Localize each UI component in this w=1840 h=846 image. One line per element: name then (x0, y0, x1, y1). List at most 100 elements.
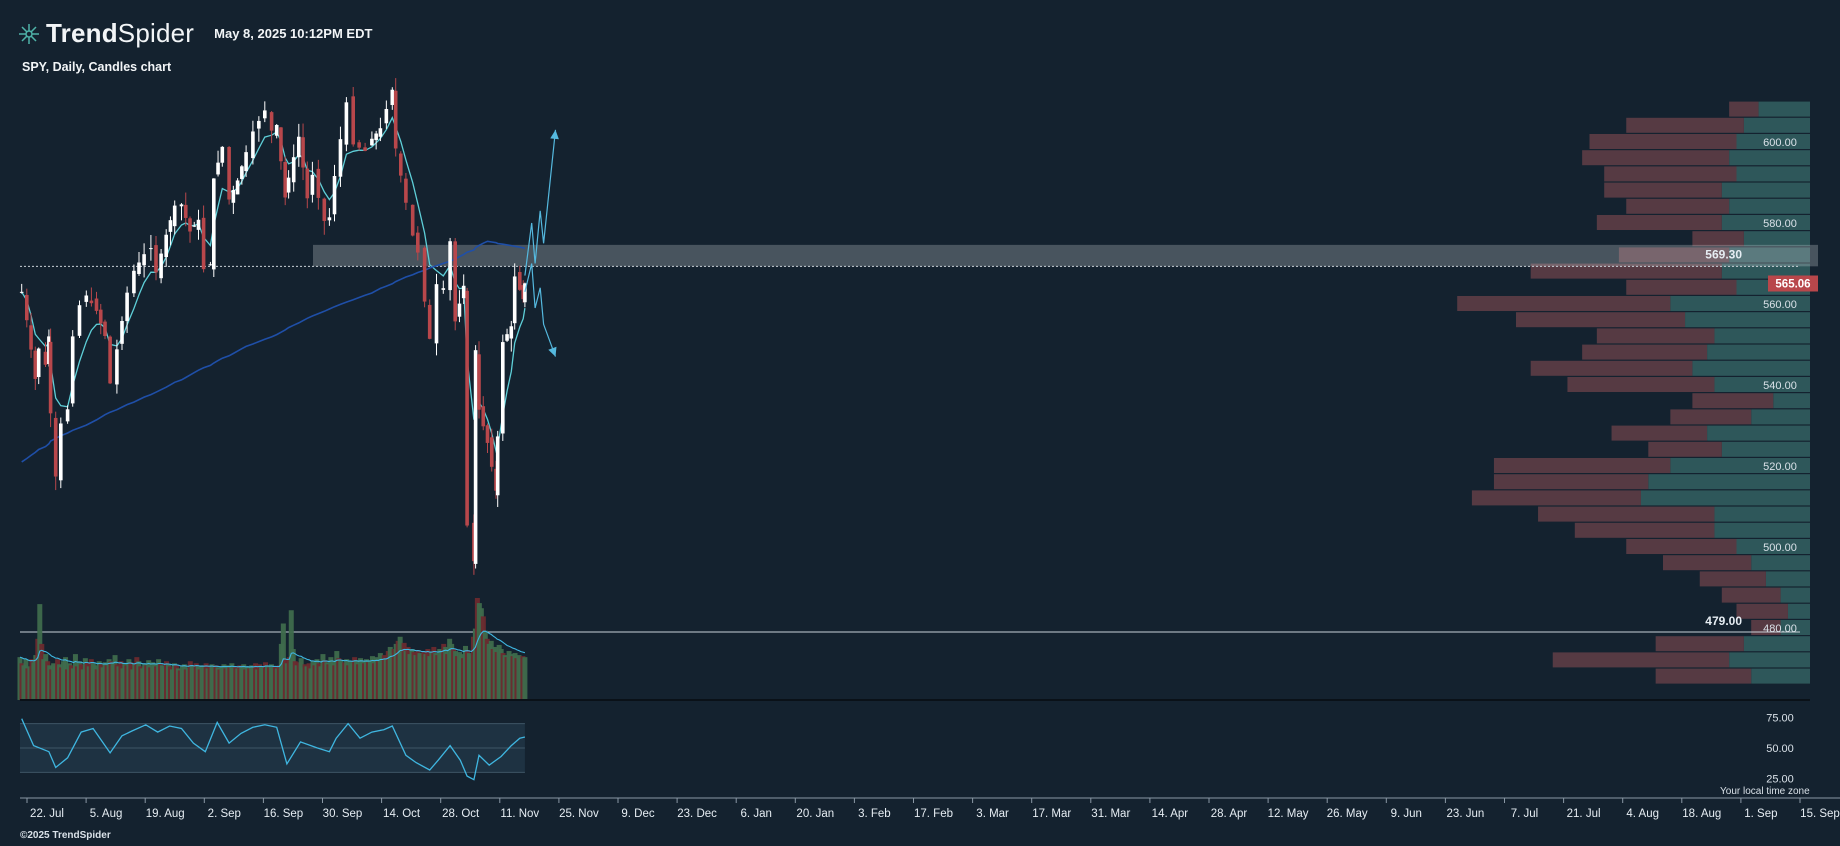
candle-up (192, 225, 197, 227)
candle-down (416, 232, 420, 253)
time-tick-label: 25. Nov (559, 808, 599, 820)
time-tick-label: 14. Oct (383, 808, 421, 820)
time-tick-label: 26. May (1327, 808, 1368, 820)
time-tick-label: 28. Oct (442, 808, 480, 820)
vp-bar-up (1751, 668, 1810, 684)
time-tick-label: 5. Aug (90, 808, 123, 820)
candle-up (125, 292, 129, 322)
time-tick-label: 18. Aug (1682, 808, 1721, 820)
time-tick-label: 9. Dec (621, 808, 654, 820)
vp-bar-down (1626, 117, 1744, 133)
candle-down (48, 341, 53, 414)
candle-down (154, 245, 158, 273)
volume-bars (17, 598, 1810, 701)
rsi-line (21, 718, 526, 781)
candle-up (216, 162, 220, 175)
resistance-zone: 569.30 479.00 565.06 (20, 244, 1818, 633)
candle-up (457, 303, 462, 317)
time-tick-label: 9. Jun (1391, 808, 1422, 820)
candle-up (310, 174, 315, 195)
level-label: 569.30 (1705, 247, 1742, 261)
vp-bar-up (1787, 603, 1810, 619)
candle-down (108, 336, 112, 384)
vp-bar-up (1640, 490, 1810, 506)
time-tick-label: 17. Mar (1032, 808, 1071, 820)
price-tick-label: 600.00 (1763, 137, 1797, 149)
price-tick-label: 580.00 (1763, 218, 1797, 230)
candle-up (390, 89, 395, 105)
vp-bar-down (1493, 458, 1671, 473)
time-tick-label: 11. Nov (500, 808, 539, 820)
vp-bar-up (1714, 522, 1810, 538)
vp-bar-up (1714, 506, 1810, 522)
vp-bar-up (1736, 539, 1810, 554)
vp-bar-up (1751, 409, 1810, 425)
candle-up (505, 334, 509, 341)
candle-down (485, 425, 490, 443)
last-price-tag (1768, 275, 1818, 292)
candle-down (183, 204, 188, 218)
candle-up (509, 326, 514, 339)
vp-bar-down (1552, 652, 1730, 668)
time-tick-label: 12. May (1268, 808, 1309, 820)
candle-down (404, 178, 408, 203)
candle-down (33, 350, 38, 379)
time-tick-label: 3. Mar (976, 808, 1009, 820)
vp-bar-up (1721, 182, 1810, 198)
time-tick-label: 17. Feb (914, 808, 953, 820)
arrow-up-head (550, 129, 559, 140)
sma-long-line (21, 240, 526, 463)
vp-bar-down (1530, 360, 1693, 376)
vp-bar-up (1721, 441, 1810, 457)
vp-bar-down (1582, 150, 1730, 166)
rsi-tick-label: 25.00 (1766, 774, 1794, 786)
candle-up (137, 262, 141, 274)
rsi-tick-label: 75.00 (1766, 713, 1794, 725)
candle-up (149, 248, 153, 250)
candle-up (235, 180, 240, 195)
candle-up (384, 108, 389, 124)
vp-bar-down (1596, 328, 1715, 344)
price-tick-label: 520.00 (1763, 461, 1797, 473)
candle-down (357, 142, 361, 148)
candle-down (489, 437, 494, 467)
candle-up (327, 217, 332, 221)
candle-up (120, 321, 124, 344)
candle-down (279, 127, 283, 162)
candle-up (36, 348, 41, 378)
vp-bar-down (1626, 279, 1737, 295)
vp-bar-down (1655, 636, 1744, 652)
candle-down (422, 247, 427, 302)
vp-bar-down (1692, 393, 1774, 409)
candle-down (410, 204, 415, 236)
candle-down (29, 325, 33, 350)
volume-profile (1457, 101, 1810, 684)
vp-bar-up (1714, 377, 1810, 392)
candle-up (251, 131, 255, 159)
vp-bar-down (1699, 571, 1766, 587)
vp-bar-up (1743, 117, 1810, 133)
vp-bar-up (1736, 134, 1810, 149)
candle-up (332, 176, 337, 215)
candle-up (501, 342, 505, 434)
candle-down (283, 161, 287, 198)
time-tick-label: 19. Aug (146, 808, 185, 820)
vp-bar-up (1758, 101, 1810, 117)
candle-up (19, 291, 24, 293)
level-label: 479.00 (1705, 614, 1742, 628)
candle-up (263, 110, 267, 119)
candle-down (477, 354, 481, 410)
vp-bar-down (1574, 522, 1715, 538)
trendspider-logo[interactable]: TrendSpider (18, 18, 194, 49)
candle-down (393, 90, 398, 149)
vp-bar-down (1530, 263, 1722, 279)
candle-up (374, 133, 378, 141)
candle-up (297, 136, 301, 158)
price-tick-label: 480.00 (1763, 623, 1797, 635)
vp-bar-down (1751, 620, 1781, 635)
time-tick-label: 20. Jan (796, 808, 834, 820)
candle-down (399, 153, 403, 176)
vp-bar-up (1743, 231, 1810, 247)
candle-up (132, 270, 136, 294)
